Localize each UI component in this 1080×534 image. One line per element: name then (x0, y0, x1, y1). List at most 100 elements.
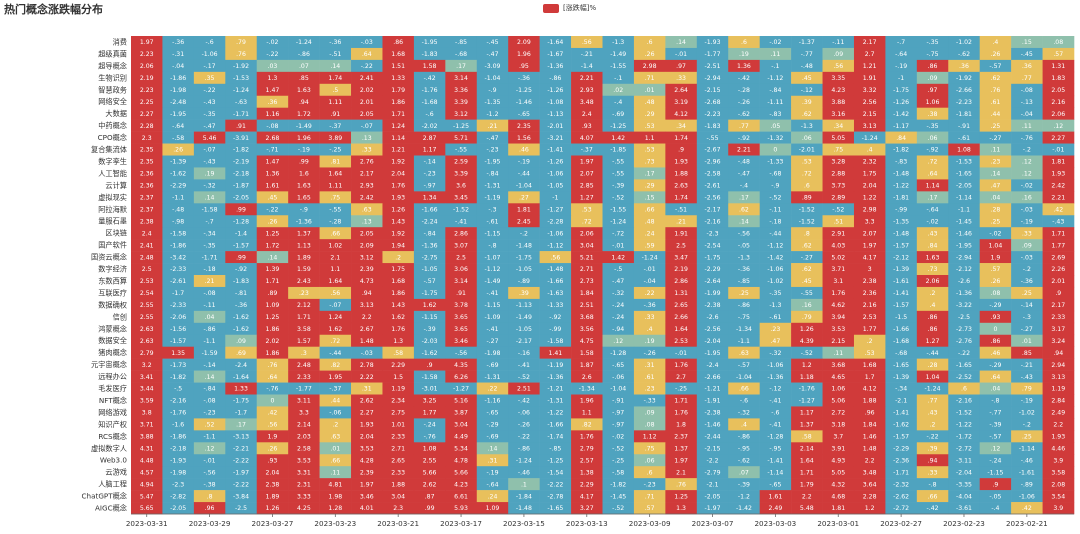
heatmap-cell[interactable] (319, 394, 352, 407)
heatmap-cell[interactable] (162, 215, 195, 228)
heatmap-cell[interactable] (665, 394, 698, 407)
heatmap-cell[interactable] (539, 322, 572, 336)
heatmap-cell[interactable] (665, 310, 698, 324)
heatmap-cell[interactable] (1042, 83, 1075, 97)
heatmap-cell[interactable] (508, 36, 540, 49)
heatmap-cell[interactable] (193, 47, 226, 61)
heatmap-cell[interactable] (256, 263, 289, 276)
heatmap-cell[interactable] (822, 47, 855, 61)
heatmap-cell[interactable] (633, 251, 666, 264)
heatmap-cell[interactable] (571, 227, 603, 240)
heatmap-cell[interactable] (382, 155, 415, 168)
heatmap-cell[interactable] (665, 107, 698, 120)
heatmap-cell[interactable] (162, 298, 195, 312)
heatmap-cell[interactable] (728, 191, 760, 204)
heatmap-cell[interactable] (948, 179, 980, 192)
heatmap-cell[interactable] (571, 394, 603, 407)
heatmap-cell[interactable] (382, 322, 415, 336)
heatmap-cell[interactable] (256, 215, 289, 228)
heatmap-cell[interactable] (916, 346, 949, 359)
heatmap-cell[interactable] (853, 251, 886, 264)
heatmap-cell[interactable] (288, 251, 320, 264)
heatmap-cell[interactable] (979, 251, 1012, 264)
heatmap-cell[interactable] (351, 119, 383, 132)
heatmap-cell[interactable] (225, 334, 258, 347)
heatmap-cell[interactable] (979, 275, 1012, 288)
heatmap-cell[interactable] (916, 59, 949, 73)
heatmap-cell[interactable] (665, 36, 698, 49)
heatmap-cell[interactable] (1011, 203, 1043, 216)
heatmap-cell[interactable] (853, 71, 886, 85)
heatmap-cell[interactable] (162, 167, 195, 180)
heatmap-cell[interactable] (916, 358, 949, 371)
heatmap-cell[interactable] (225, 59, 258, 73)
heatmap-cell[interactable] (853, 275, 886, 288)
heatmap-cell[interactable] (979, 167, 1012, 180)
heatmap-cell[interactable] (665, 370, 698, 383)
heatmap-cell[interactable] (728, 298, 760, 312)
heatmap-cell[interactable] (1011, 263, 1043, 276)
heatmap-cell[interactable] (539, 155, 572, 168)
heatmap-cell[interactable] (162, 334, 195, 347)
heatmap-cell[interactable] (508, 203, 540, 216)
heatmap-cell[interactable] (885, 47, 918, 61)
heatmap-cell[interactable] (131, 167, 163, 180)
heatmap-cell[interactable] (791, 346, 823, 359)
heatmap-cell[interactable] (288, 143, 320, 156)
heatmap-cell[interactable] (351, 143, 383, 156)
heatmap-cell[interactable] (853, 47, 886, 61)
heatmap-cell[interactable] (445, 167, 478, 180)
heatmap-cell[interactable] (948, 119, 980, 132)
heatmap-cell[interactable] (539, 298, 572, 312)
heatmap-cell[interactable] (916, 286, 949, 300)
heatmap-cell[interactable] (539, 394, 572, 407)
heatmap-cell[interactable] (413, 131, 446, 144)
heatmap-cell[interactable] (193, 71, 226, 85)
heatmap-cell[interactable] (665, 358, 698, 371)
heatmap-cell[interactable] (696, 83, 729, 97)
heatmap-cell[interactable] (445, 251, 478, 264)
heatmap-cell[interactable] (696, 215, 729, 228)
heatmap-cell[interactable] (1042, 191, 1075, 204)
heatmap-cell[interactable] (696, 275, 729, 288)
heatmap-cell[interactable] (791, 143, 823, 156)
heatmap-cell[interactable] (759, 155, 792, 168)
heatmap-cell[interactable] (1011, 143, 1043, 156)
heatmap-cell[interactable] (476, 47, 509, 61)
heatmap-cell[interactable] (948, 298, 980, 312)
heatmap-cell[interactable] (382, 167, 415, 180)
heatmap-cell[interactable] (979, 227, 1012, 240)
heatmap-cell[interactable] (633, 358, 666, 371)
heatmap-cell[interactable] (413, 71, 446, 85)
heatmap-cell[interactable] (791, 167, 823, 180)
heatmap-cell[interactable] (853, 59, 886, 73)
heatmap-cell[interactable] (916, 155, 949, 168)
heatmap-cell[interactable] (853, 167, 886, 180)
heatmap-cell[interactable] (476, 107, 509, 120)
heatmap-cell[interactable] (665, 71, 698, 85)
heatmap-cell[interactable] (1042, 107, 1075, 120)
heatmap-cell[interactable] (665, 143, 698, 156)
heatmap-cell[interactable] (979, 179, 1012, 192)
heatmap-cell[interactable] (791, 191, 823, 204)
heatmap-cell[interactable] (288, 239, 320, 252)
heatmap-cell[interactable] (1011, 59, 1043, 73)
heatmap-cell[interactable] (853, 227, 886, 240)
heatmap-cell[interactable] (351, 59, 383, 73)
heatmap-cell[interactable] (633, 71, 666, 85)
heatmap-cell[interactable] (131, 227, 163, 240)
heatmap-cell[interactable] (476, 131, 509, 144)
heatmap-cell[interactable] (571, 95, 603, 108)
heatmap-cell[interactable] (728, 119, 760, 132)
heatmap-cell[interactable] (225, 286, 258, 300)
heatmap-cell[interactable] (728, 71, 760, 85)
heatmap-cell[interactable] (131, 346, 163, 359)
heatmap-cell[interactable] (539, 239, 572, 252)
heatmap-cell[interactable] (351, 36, 383, 49)
heatmap-cell[interactable] (193, 370, 226, 383)
heatmap-cell[interactable] (225, 179, 258, 192)
heatmap-cell[interactable] (476, 155, 509, 168)
heatmap-cell[interactable] (791, 334, 823, 347)
heatmap-cell[interactable] (445, 215, 478, 228)
heatmap-cell[interactable] (602, 167, 635, 180)
